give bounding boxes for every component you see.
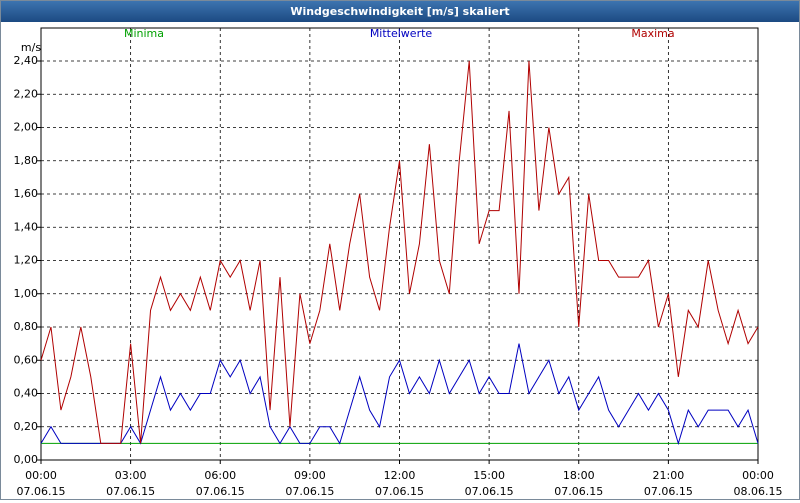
x-tick-label: 06:00 <box>204 469 236 482</box>
y-tick-label: 0,80 <box>14 320 39 333</box>
y-tick-label: 0,60 <box>14 353 39 366</box>
y-tick-label: 0,40 <box>14 387 39 400</box>
y-tick-label: 2,40 <box>14 54 39 67</box>
y-tick-label: 1,20 <box>14 254 39 267</box>
x-tick-date: 07.06.15 <box>375 485 424 498</box>
x-tick-date: 07.06.15 <box>285 485 334 498</box>
x-tick-date: 07.06.15 <box>554 485 603 498</box>
x-tick-label: 09:00 <box>294 469 326 482</box>
x-tick-label: 00:00 <box>25 469 57 482</box>
x-tick-date: 07.06.15 <box>196 485 245 498</box>
y-tick-label: 1,80 <box>14 154 39 167</box>
legend-label: Minima <box>124 27 164 40</box>
x-tick-label: 12:00 <box>384 469 416 482</box>
y-tick-label: 0,00 <box>14 453 39 466</box>
y-axis-label: m/s <box>21 41 41 54</box>
y-tick-label: 2,20 <box>14 87 39 100</box>
legend-label: Maxima <box>631 27 674 40</box>
x-tick-date: 07.06.15 <box>644 485 693 498</box>
y-tick-label: 1,00 <box>14 287 39 300</box>
plot-frame <box>40 27 759 461</box>
chart-title: Windgeschwindigkeit [m/s] skaliert <box>290 5 509 18</box>
x-tick-date: 07.06.15 <box>17 485 66 498</box>
y-tick-label: 0,20 <box>14 420 39 433</box>
title-bar <box>1 1 799 22</box>
x-tick-label: 03:00 <box>115 469 147 482</box>
series-line <box>40 60 759 444</box>
x-tick-label: 00:00 <box>742 469 774 482</box>
x-tick-date: 07.06.15 <box>106 485 155 498</box>
x-tick-date: 08.06.15 <box>734 485 783 498</box>
y-tick-label: 1,60 <box>14 187 39 200</box>
y-tick-label: 1,40 <box>14 220 39 233</box>
x-tick-label: 21:00 <box>653 469 685 482</box>
x-tick-label: 18:00 <box>563 469 595 482</box>
legend-label: Mittelwerte <box>370 27 433 40</box>
x-tick-date: 07.06.15 <box>465 485 514 498</box>
y-tick-label: 2,00 <box>14 121 39 134</box>
series-line <box>40 343 759 446</box>
x-tick-label: 15:00 <box>473 469 505 482</box>
